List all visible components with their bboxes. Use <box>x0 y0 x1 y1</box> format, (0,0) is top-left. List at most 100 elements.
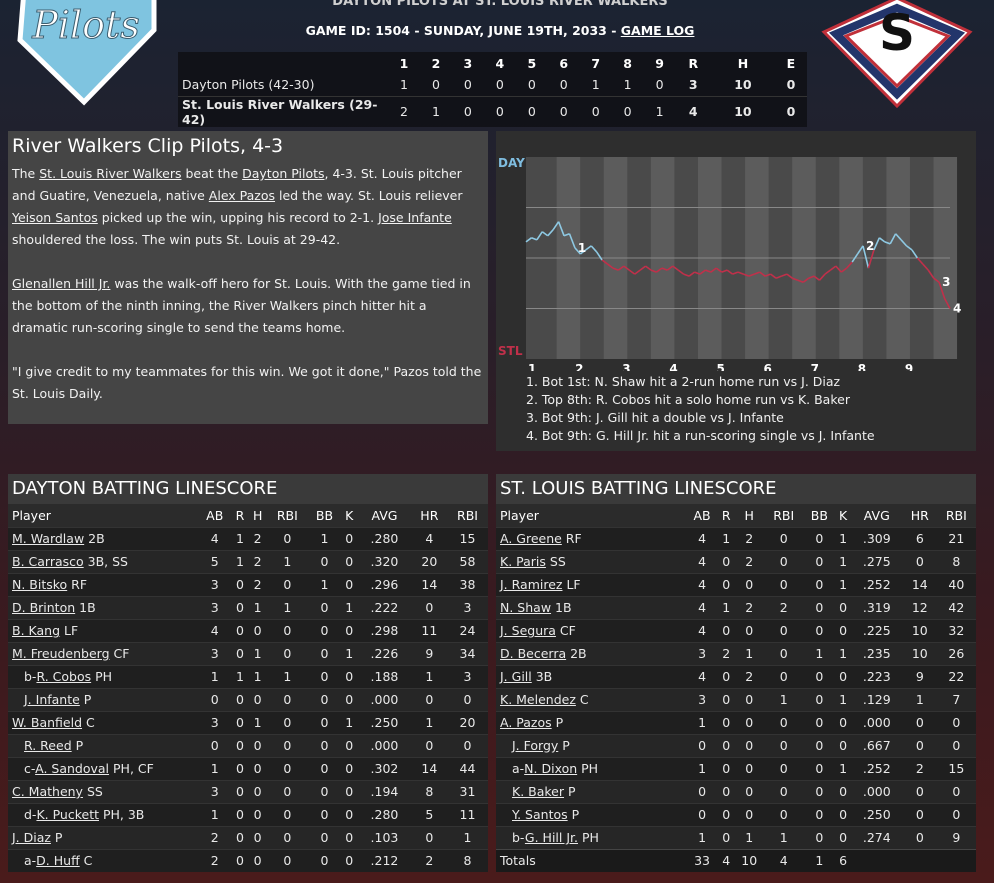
player-link[interactable]: R. Reed <box>24 738 72 753</box>
stat-cell: 0 <box>248 756 267 780</box>
story-text: shouldered the loss. The win puts St. Lo… <box>12 232 341 247</box>
linescore-cell: 0 <box>463 77 472 93</box>
batter-row: M. Freudenberg CF 3 0 1 0 0 1.226 9 34 <box>8 641 488 665</box>
story-link[interactable]: Dayton Pilots <box>242 166 325 181</box>
stat-cell: 0 <box>803 549 836 573</box>
stat-cell: 0 <box>307 618 342 642</box>
stat-cell: 0 <box>803 710 836 734</box>
player-link[interactable]: M. Wardlaw <box>12 531 85 546</box>
stat-cell: 0 <box>341 825 358 849</box>
player-link[interactable]: B. Carrasco <box>12 554 84 569</box>
batter-cell: c-A. Sandoval PH, CF <box>8 756 198 780</box>
player-link[interactable]: K. Paris <box>500 554 546 569</box>
player-link[interactable]: K. Melendez <box>500 692 576 707</box>
stat-cell: 1 <box>248 641 267 665</box>
story-link[interactable]: Yeison Santos <box>12 210 98 225</box>
story-link[interactable]: St. Louis River Walkers <box>39 166 182 181</box>
stat-cell: 4 <box>686 618 719 642</box>
player-link[interactable]: N. Shaw <box>500 600 552 615</box>
player-link[interactable]: A. Sandoval <box>35 761 110 776</box>
linescore-cell: 1 <box>623 77 632 93</box>
win-prob-segment <box>672 265 679 271</box>
stat-col-header: RBI <box>936 504 976 527</box>
batter-cell: J. Diaz P <box>8 825 198 849</box>
chart-bottom-label: STL <box>498 344 523 358</box>
player-link[interactable]: K. Baker <box>512 784 565 799</box>
player-link[interactable]: D. Brinton <box>12 600 76 615</box>
stat-cell: .188 <box>357 664 412 688</box>
linescore-cell: 0 <box>786 77 796 93</box>
stat-cell: 0 <box>307 756 342 780</box>
story-text: was the walk-off hero for St. Louis. Wit… <box>12 276 471 335</box>
linescore-row: Dayton Pilots (42-30) 1 0 0 0 0 0 1 1 0 3 10 0 <box>178 74 807 96</box>
linescore-col-header: R <box>688 55 699 71</box>
stat-cell: 0 <box>764 641 804 665</box>
win-prob-segment <box>688 271 695 277</box>
player-link[interactable]: J. Gill <box>500 669 532 684</box>
story-link[interactable]: Jose Infante <box>378 210 452 225</box>
batter-row: d-K. Puckett PH, 3B 1 0 0 0 0 0.280 5 11 <box>8 802 488 826</box>
stat-cell: 42 <box>936 595 976 619</box>
win-prob-segment <box>721 269 728 273</box>
player-link[interactable]: D. Becerra <box>500 646 567 661</box>
win-prob-segment <box>596 251 603 261</box>
player-link[interactable]: A. Pazos <box>500 715 552 730</box>
stat-cell: 1 <box>718 526 735 550</box>
stat-cell: 0 <box>248 733 267 757</box>
stat-cell: 10 <box>902 618 937 642</box>
stat-cell: 0 <box>341 549 358 573</box>
stat-cell: 0 <box>686 802 719 826</box>
linescore-cell: 1 <box>431 104 440 119</box>
batter-cell: R. Reed P <box>8 733 198 757</box>
player-link[interactable]: N. Bitsko <box>12 577 68 592</box>
win-prob-segment <box>889 233 897 245</box>
game-log-link[interactable]: GAME LOG <box>620 23 695 38</box>
player-link[interactable]: J. Infante <box>24 692 80 707</box>
player-link[interactable]: Y. Santos <box>512 807 568 822</box>
story-link[interactable]: Glenallen Hill Jr. <box>12 276 111 291</box>
stat-cell: 0 <box>734 756 765 780</box>
batter-row: K. Paris SS 4 0 2 0 0 1.275 0 8 <box>496 549 976 573</box>
stat-cell: .000 <box>357 687 412 711</box>
player-col-header: Player <box>8 504 198 527</box>
batter-row: D. Becerra 2B 3 2 1 0 1 1.235 10 26 <box>496 641 976 665</box>
player-link[interactable]: R. Cobos <box>36 669 92 684</box>
batter-cell: J. Forgy P <box>496 733 686 757</box>
player-link[interactable]: M. Freudenberg <box>12 646 110 661</box>
win-prob-segment <box>639 265 647 271</box>
stat-cell: .226 <box>357 641 412 665</box>
stat-cell: 2 <box>248 572 267 596</box>
stat-cell: 0 <box>307 802 342 826</box>
player-link[interactable]: A. Greene <box>500 531 562 546</box>
stat-cell: 0 <box>266 825 308 849</box>
win-prob-segment <box>802 277 810 283</box>
stat-cell: 0 <box>835 802 851 826</box>
player-link[interactable]: D. Huff <box>36 853 80 869</box>
stat-cell: 11 <box>447 802 488 826</box>
stat-col-header: AB <box>198 504 232 527</box>
player-link[interactable]: B. Kang <box>12 623 61 638</box>
story-link[interactable]: Alex Pazos <box>208 188 276 203</box>
batter-cell: D. Brinton 1B <box>8 595 198 619</box>
stat-cell: 0 <box>248 618 267 642</box>
win-prob-segment <box>884 241 891 245</box>
player-link[interactable]: J. Ramirez <box>500 577 563 592</box>
player-position: 3B <box>531 669 553 684</box>
player-position: P <box>558 738 570 753</box>
player-link[interactable]: W. Banfield <box>12 715 83 730</box>
player-link[interactable]: G. Hill Jr. <box>524 830 578 845</box>
player-col-header: Player <box>496 504 686 527</box>
stat-cell: 0 <box>835 779 851 803</box>
stat-cell: 1 <box>198 756 232 780</box>
stat-cell: 0 <box>307 710 342 734</box>
player-link[interactable]: J. Diaz <box>12 830 51 845</box>
stat-cell: 0 <box>734 779 765 803</box>
player-link[interactable]: J. Forgy <box>512 738 559 753</box>
batter-cell: M. Wardlaw 2B <box>8 526 198 550</box>
player-link[interactable]: J. Segura <box>500 623 556 638</box>
player-link[interactable]: N. Dixon <box>524 761 578 776</box>
player-link[interactable]: C. Matheny <box>12 784 83 799</box>
linescore-col-header: 5 <box>527 55 537 71</box>
player-link[interactable]: K. Puckett <box>36 807 99 822</box>
